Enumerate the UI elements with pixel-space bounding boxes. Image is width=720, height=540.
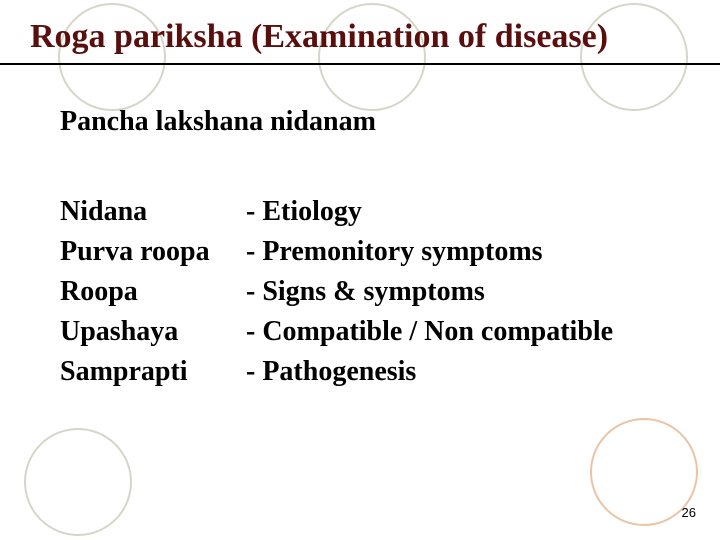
list-term: Nidana [60,192,246,232]
list-definition: - Signs & symptoms [246,272,485,312]
slide: Roga pariksha (Examination of disease) P… [0,0,720,540]
list-definition: - Etiology [246,192,362,232]
list-item: Nidana- Etiology [60,192,613,232]
title-text: Roga pariksha (Examination of disease) [30,18,608,55]
list-definition: - Pathogenesis [246,352,416,392]
list-term: Roopa [60,272,246,312]
definition-list: Nidana- EtiologyPurva roopa- Premonitory… [60,192,613,392]
list-term: Purva roopa [60,232,246,272]
list-item: Upashaya- Compatible / Non compatible [60,312,613,352]
list-item: Roopa- Signs & symptoms [60,272,613,312]
title-underline [0,63,720,65]
list-term: Samprapti [60,352,246,392]
list-item: Samprapti- Pathogenesis [60,352,613,392]
page-number: 26 [682,505,696,520]
list-definition: - Premonitory symptoms [246,232,543,272]
slide-title: Roga pariksha (Examination of disease) [30,18,690,56]
decorative-circle [24,428,132,536]
list-term: Upashaya [60,312,246,352]
slide-subtitle: Pancha lakshana nidanam [60,106,376,138]
list-definition: - Compatible / Non compatible [246,312,613,352]
page-number-text: 26 [682,505,696,520]
subtitle-text: Pancha lakshana nidanam [60,106,376,137]
list-item: Purva roopa- Premonitory symptoms [60,232,613,272]
